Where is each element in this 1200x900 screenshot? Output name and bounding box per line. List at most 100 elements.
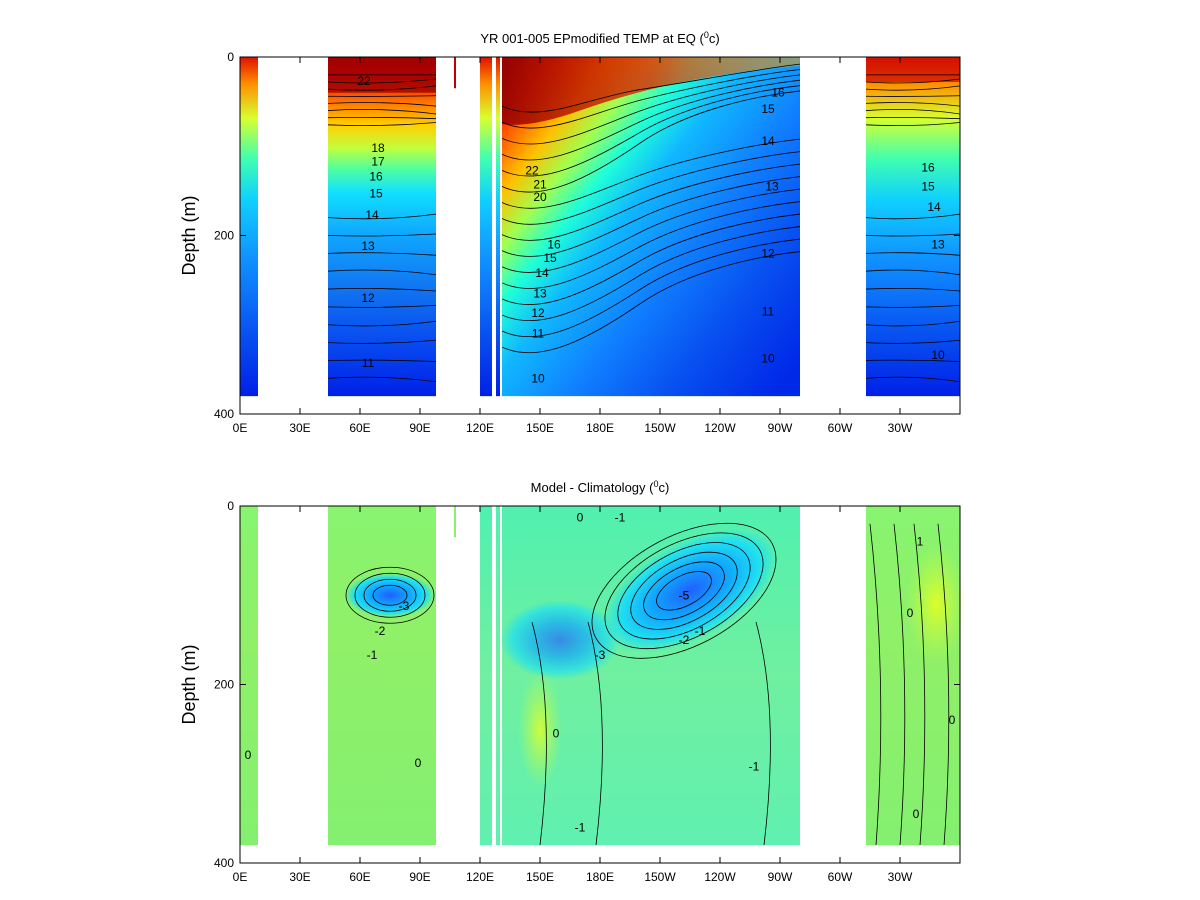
contour-line bbox=[354, 572, 426, 618]
y-axis-label: Depth (m) bbox=[179, 644, 199, 724]
y-axis-label: Depth (m) bbox=[179, 195, 199, 275]
contour-line bbox=[501, 251, 801, 354]
chart-title: YR 001-005 EPmodified TEMP at EQ (0c) bbox=[480, 30, 719, 46]
contour-line bbox=[865, 320, 961, 327]
x-tick-label: 60E bbox=[349, 870, 370, 884]
contour-label: 14 bbox=[927, 200, 941, 214]
contour-label: 22 bbox=[525, 163, 539, 177]
contour-line bbox=[865, 252, 961, 256]
contour-label: 17 bbox=[371, 154, 385, 168]
contour-label: 13 bbox=[765, 179, 779, 193]
x-tick-label: 120E bbox=[466, 421, 494, 435]
contour-label: 16 bbox=[547, 237, 561, 251]
contour-line bbox=[604, 532, 764, 650]
contour-line bbox=[501, 151, 801, 225]
y-tick-label: 400 bbox=[214, 407, 234, 421]
contour-line bbox=[501, 201, 801, 289]
contour-line bbox=[327, 269, 437, 276]
contour-line bbox=[755, 621, 771, 846]
y-tick-label: 400 bbox=[214, 856, 234, 870]
contour-line bbox=[501, 188, 801, 273]
contour-label: -1 bbox=[695, 624, 706, 638]
contour-line bbox=[865, 109, 961, 115]
x-axis: 0E 30E 60E 90E 120E 150E 180E 150W 120W 90W 60W 30W bbox=[233, 506, 913, 884]
contour-label: 16 bbox=[771, 86, 785, 100]
contour-label: 13 bbox=[931, 237, 945, 251]
x-tick-label: 150E bbox=[526, 421, 554, 435]
contour-line bbox=[501, 79, 801, 161]
contour-label: 20 bbox=[533, 190, 547, 204]
contour-label: 0 bbox=[577, 511, 584, 525]
contour-line bbox=[937, 523, 950, 846]
contour-line bbox=[865, 95, 961, 97]
contour-line bbox=[501, 213, 801, 306]
contour-line bbox=[327, 252, 437, 256]
x-tick-label: 30W bbox=[888, 870, 913, 884]
contour-line bbox=[327, 78, 437, 84]
contour-line bbox=[327, 85, 437, 91]
contour-label: 14 bbox=[365, 208, 379, 222]
ocean-segment-3 bbox=[480, 506, 492, 846]
contour-label: 11 bbox=[762, 304, 775, 318]
contour-label: 14 bbox=[761, 134, 775, 148]
cold-anomaly-pacific bbox=[603, 529, 777, 653]
contour-line bbox=[865, 305, 961, 308]
contour-line bbox=[501, 176, 801, 257]
contour-line bbox=[865, 359, 961, 362]
ocean-segment-4 bbox=[496, 57, 500, 397]
contour-line bbox=[327, 95, 437, 97]
contour-label: -1 bbox=[615, 511, 626, 525]
ocean-segments bbox=[240, 57, 960, 397]
x-tick-label: 0E bbox=[233, 870, 248, 884]
contour-line bbox=[865, 78, 961, 84]
contour-label: 0 bbox=[949, 713, 956, 727]
difference-panel: -5 -3 -2 -1 -1 -1 -1 -2 -3 0 -1 0 0 0 0 0 1 0 0E 30E 60E 90E 1… bbox=[179, 479, 966, 884]
contour-labels: 1112131415161718222221201615141312111013… bbox=[357, 74, 945, 385]
contour-label: 13 bbox=[533, 287, 547, 301]
contour-lines bbox=[345, 522, 950, 846]
contour-line bbox=[327, 122, 437, 127]
cold-anomaly-indian bbox=[345, 573, 435, 618]
contour-label: 16 bbox=[921, 161, 935, 175]
contour-line bbox=[865, 376, 961, 383]
contour-label: -1 bbox=[367, 648, 378, 662]
contour-line bbox=[865, 213, 961, 220]
contour-line bbox=[501, 69, 801, 129]
contour-label: -1 bbox=[575, 820, 586, 834]
contour-label: 0 bbox=[245, 748, 252, 762]
contour-line bbox=[501, 163, 801, 241]
x-tick-label: 120W bbox=[704, 421, 736, 435]
contour-label: 0 bbox=[553, 727, 560, 741]
contour-line bbox=[643, 561, 725, 621]
contour-line bbox=[501, 238, 801, 338]
y-tick-label: 0 bbox=[227, 50, 234, 64]
contour-label: -3 bbox=[399, 599, 410, 613]
contour-label: 1 bbox=[917, 535, 924, 549]
title-superscript: 0 bbox=[653, 479, 658, 489]
contour-label: -1 bbox=[749, 760, 760, 774]
ocean-segment-0 bbox=[240, 506, 258, 846]
contour-label: 15 bbox=[543, 251, 557, 265]
contour-label: 14 bbox=[535, 266, 549, 280]
contour-line bbox=[913, 523, 926, 846]
contour-label: -3 bbox=[595, 648, 606, 662]
x-tick-label: 90E bbox=[409, 421, 430, 435]
contour-line bbox=[865, 233, 961, 237]
contour-lines bbox=[327, 63, 961, 383]
contour-label: 16 bbox=[369, 170, 383, 184]
title-prefix: YR 001-005 EPmodified TEMP at EQ ( bbox=[480, 31, 704, 46]
contour-line bbox=[327, 116, 437, 120]
y-axis: 0 200 400 bbox=[214, 499, 960, 870]
atlantic-surface-layer bbox=[866, 57, 960, 82]
y-tick-label: 200 bbox=[214, 229, 234, 243]
contour-line bbox=[327, 233, 437, 237]
ocean-segment-1 bbox=[328, 57, 436, 397]
contour-label: 11 bbox=[362, 356, 375, 370]
ocean-segment-6 bbox=[866, 57, 960, 397]
contour-line bbox=[869, 523, 882, 846]
temperature-panel: 1112131415161718222221201615141312111013… bbox=[179, 30, 961, 435]
contour-label: 12 bbox=[361, 291, 375, 305]
ocean-segments bbox=[240, 506, 960, 846]
contour-label: 10 bbox=[531, 371, 545, 385]
